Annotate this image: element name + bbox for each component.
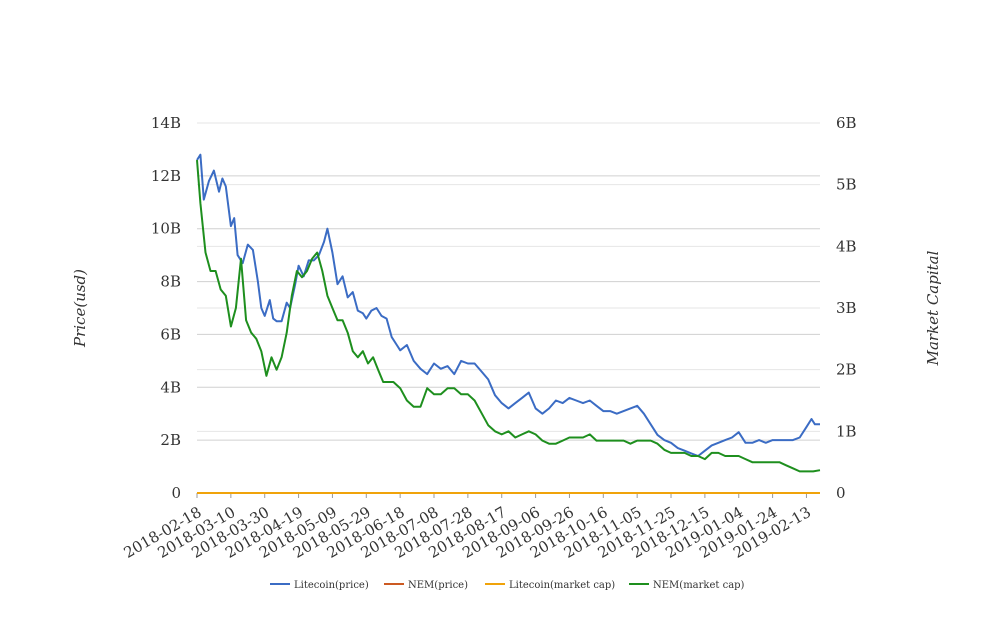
series-line-nem-market-cap [196, 159, 821, 473]
series-lines [196, 153, 821, 494]
legend[interactable]: Litecoin(price) NEM(price) Litecoin(market… [270, 580, 745, 591]
legend-label: Litecoin(market cap) [509, 580, 615, 591]
y-axis-left-title: Price(usd) [71, 269, 89, 348]
y-right-tick-label: 1B [836, 422, 857, 440]
y-axis-left: 0 2B 4B 6B 8B 10B 12B 14B [151, 114, 181, 502]
y-left-tick-label: 8B [160, 273, 181, 291]
y-axis-right-title: Market Capital [924, 250, 942, 366]
x-axis: 2018-02-182018-03-102018-03-302018-04-19… [121, 493, 814, 562]
y-right-tick-label: 0 [836, 484, 846, 502]
y-left-tick-label: 12B [151, 167, 181, 185]
y-right-tick-label: 3B [836, 299, 857, 317]
y-left-tick-label: 4B [160, 378, 181, 396]
y-right-tick-label: 4B [836, 237, 857, 255]
series-line-litecoin-price [196, 153, 820, 457]
y-right-tick-label: 5B [836, 176, 857, 194]
y-right-tick-label: 6B [836, 114, 857, 132]
y-axis-right: 0 1B 2B 3B 4B 5B 6B [836, 114, 857, 502]
y-left-tick-label: 0 [171, 484, 181, 502]
y-left-tick-label: 14B [151, 114, 181, 132]
legend-label: NEM(price) [408, 580, 468, 591]
legend-label: Litecoin(price) [294, 580, 369, 591]
y-left-tick-label: 6B [160, 325, 181, 343]
y-left-tick-label: 2B [160, 431, 181, 449]
y-left-tick-label: 10B [151, 220, 181, 238]
y-right-tick-label: 2B [836, 361, 857, 379]
legend-label: NEM(market cap) [653, 580, 745, 591]
grid-lines [197, 122, 820, 494]
